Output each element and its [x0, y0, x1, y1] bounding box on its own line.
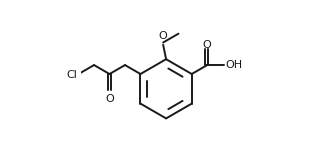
Text: O: O [202, 40, 211, 50]
Text: OH: OH [225, 61, 242, 70]
Text: O: O [105, 94, 114, 104]
Text: O: O [159, 32, 167, 41]
Text: Cl: Cl [67, 70, 78, 80]
